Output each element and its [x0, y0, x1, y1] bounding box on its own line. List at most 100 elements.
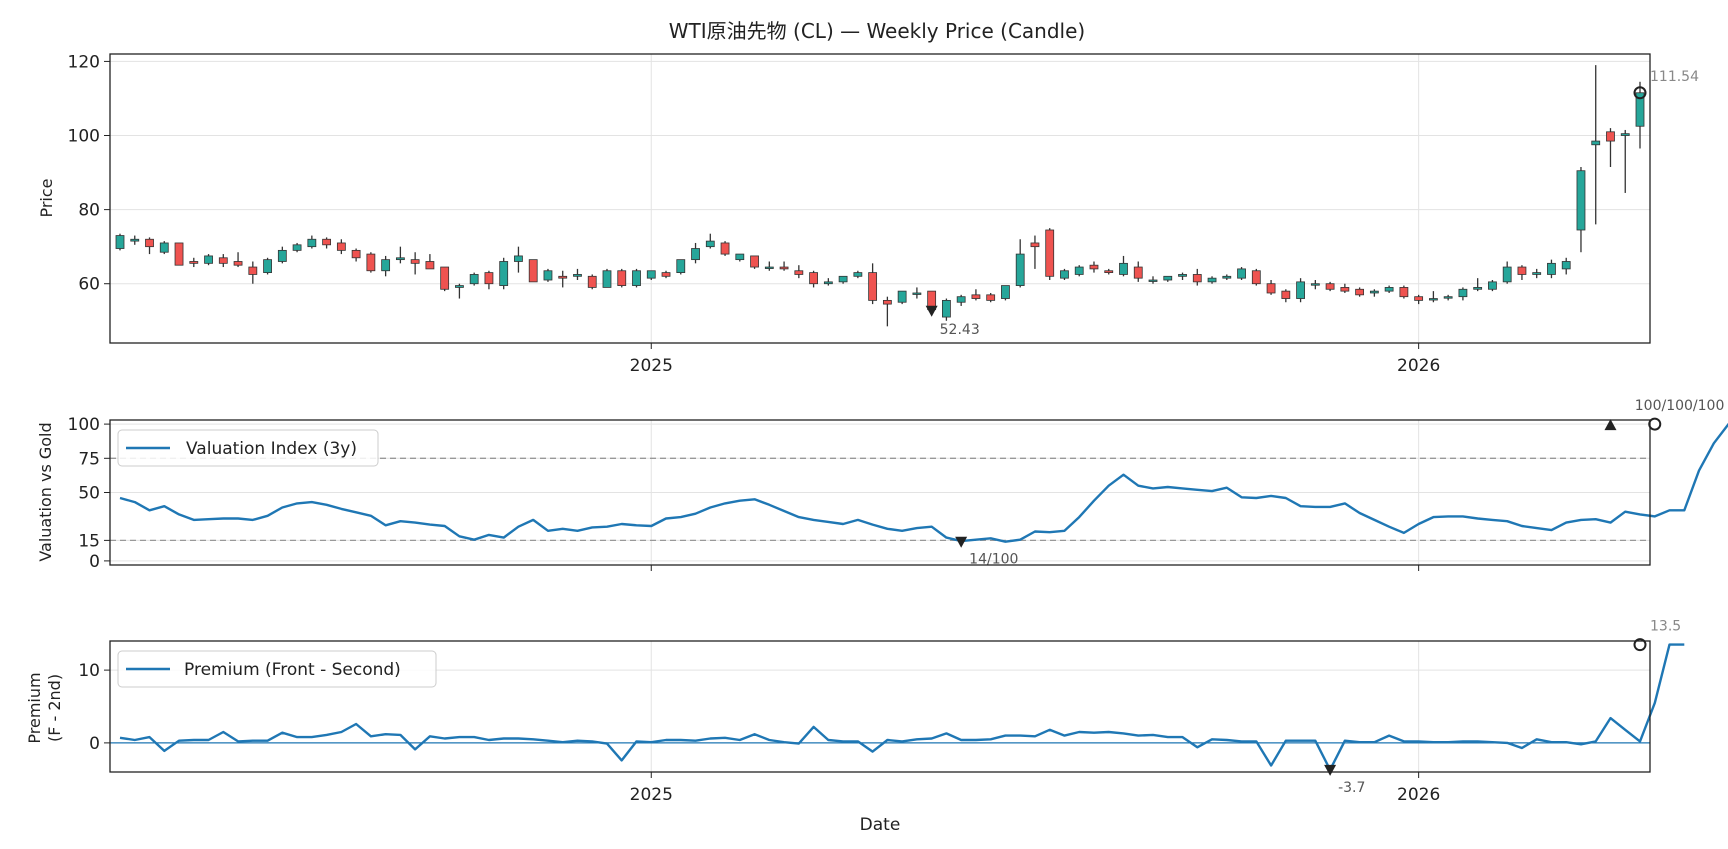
candle-body	[1488, 281, 1497, 290]
candle-body	[882, 299, 892, 305]
data-point	[901, 740, 904, 743]
data-point	[1388, 734, 1391, 737]
data-point	[310, 501, 313, 504]
data-point	[1594, 740, 1597, 743]
data-point	[1343, 739, 1346, 742]
candle-body	[1266, 283, 1276, 294]
data-point	[1565, 741, 1568, 744]
data-point	[1609, 521, 1612, 524]
candle-body	[750, 255, 759, 268]
candle-body	[514, 255, 523, 262]
data-point	[281, 731, 284, 734]
valuation-y-axis-label: Valuation vs Gold	[36, 422, 55, 561]
data-point	[1506, 741, 1509, 744]
data-point	[148, 736, 151, 739]
candle-body	[558, 275, 568, 279]
candle-body	[1355, 288, 1365, 296]
candle-body	[1606, 131, 1615, 142]
candle-body	[469, 274, 479, 285]
data-point	[458, 535, 461, 538]
candle-body	[764, 266, 774, 269]
y-tick-label: 75	[78, 449, 100, 469]
candle-body	[1325, 283, 1335, 290]
data-point	[606, 742, 609, 745]
candle-body	[1458, 288, 1468, 298]
data-point	[325, 503, 328, 506]
candle-body	[632, 270, 641, 286]
data-point	[975, 739, 978, 742]
data-point	[1196, 746, 1199, 749]
candle-body	[1251, 270, 1261, 285]
data-point	[488, 739, 491, 742]
valuation-legend-label: Valuation Index (3y)	[186, 439, 357, 459]
candle-body	[130, 238, 140, 242]
data-point	[1063, 529, 1066, 532]
min-marker	[955, 536, 968, 548]
data-point	[1417, 523, 1420, 526]
data-point	[119, 736, 122, 739]
candle-body	[646, 270, 656, 279]
data-point	[1668, 509, 1671, 512]
data-point	[340, 731, 343, 734]
series-line	[119, 643, 1685, 771]
data-point	[915, 527, 918, 530]
data-point	[251, 518, 254, 521]
y-tick-label: 120	[68, 52, 100, 72]
data-point	[650, 525, 653, 528]
data-point	[1329, 505, 1332, 508]
data-point	[1048, 531, 1051, 534]
candle-body	[307, 238, 317, 248]
data-point	[886, 739, 889, 742]
data-point	[783, 510, 786, 513]
data-point	[237, 517, 240, 520]
premium-legend: Premium (Front - Second)	[117, 650, 437, 688]
data-point	[547, 739, 550, 742]
data-point	[797, 742, 800, 745]
data-point	[1299, 505, 1302, 508]
data-point	[856, 740, 859, 743]
data-point	[1048, 728, 1051, 731]
candle-body	[1119, 262, 1128, 275]
data-point	[1668, 643, 1671, 646]
data-point	[989, 738, 992, 741]
data-point	[1240, 496, 1243, 499]
data-point	[473, 736, 476, 739]
candle-body	[1207, 277, 1217, 283]
candle-body	[587, 275, 597, 288]
data-point	[281, 506, 284, 509]
data-point	[635, 524, 638, 527]
candle-body	[823, 281, 833, 285]
data-point	[679, 516, 682, 519]
candle-body	[1192, 274, 1202, 283]
candle-body	[705, 240, 715, 248]
data-point	[1653, 701, 1656, 704]
data-point	[266, 739, 269, 742]
data-point	[1004, 540, 1007, 543]
candle-body	[1473, 287, 1483, 290]
data-point	[1196, 488, 1199, 491]
chart-title: WTI原油先物 (CL) — Weekly Price (Candle)	[669, 19, 1085, 43]
candle-body	[1340, 287, 1350, 292]
data-point	[1594, 518, 1597, 521]
data-point	[207, 739, 210, 742]
x-tick-label: 2025	[630, 356, 673, 376]
data-point	[886, 527, 889, 530]
candle-body	[1369, 290, 1379, 294]
data-point	[1388, 525, 1391, 528]
x-tick-label: 2025	[630, 785, 673, 805]
data-point	[1358, 512, 1361, 515]
data-point	[1314, 505, 1317, 508]
candle-body	[1399, 287, 1409, 298]
data-point	[989, 537, 992, 540]
data-point	[1019, 734, 1022, 737]
data-point	[753, 498, 756, 501]
data-point	[517, 737, 520, 740]
candle-body	[573, 274, 582, 277]
candle-body	[189, 261, 199, 264]
candle-body	[1015, 253, 1025, 286]
data-point	[753, 733, 756, 736]
premium-plot-frame	[109, 640, 1651, 773]
y-tick-label: 0	[89, 552, 100, 572]
data-point	[488, 534, 491, 537]
data-point	[1417, 740, 1420, 743]
